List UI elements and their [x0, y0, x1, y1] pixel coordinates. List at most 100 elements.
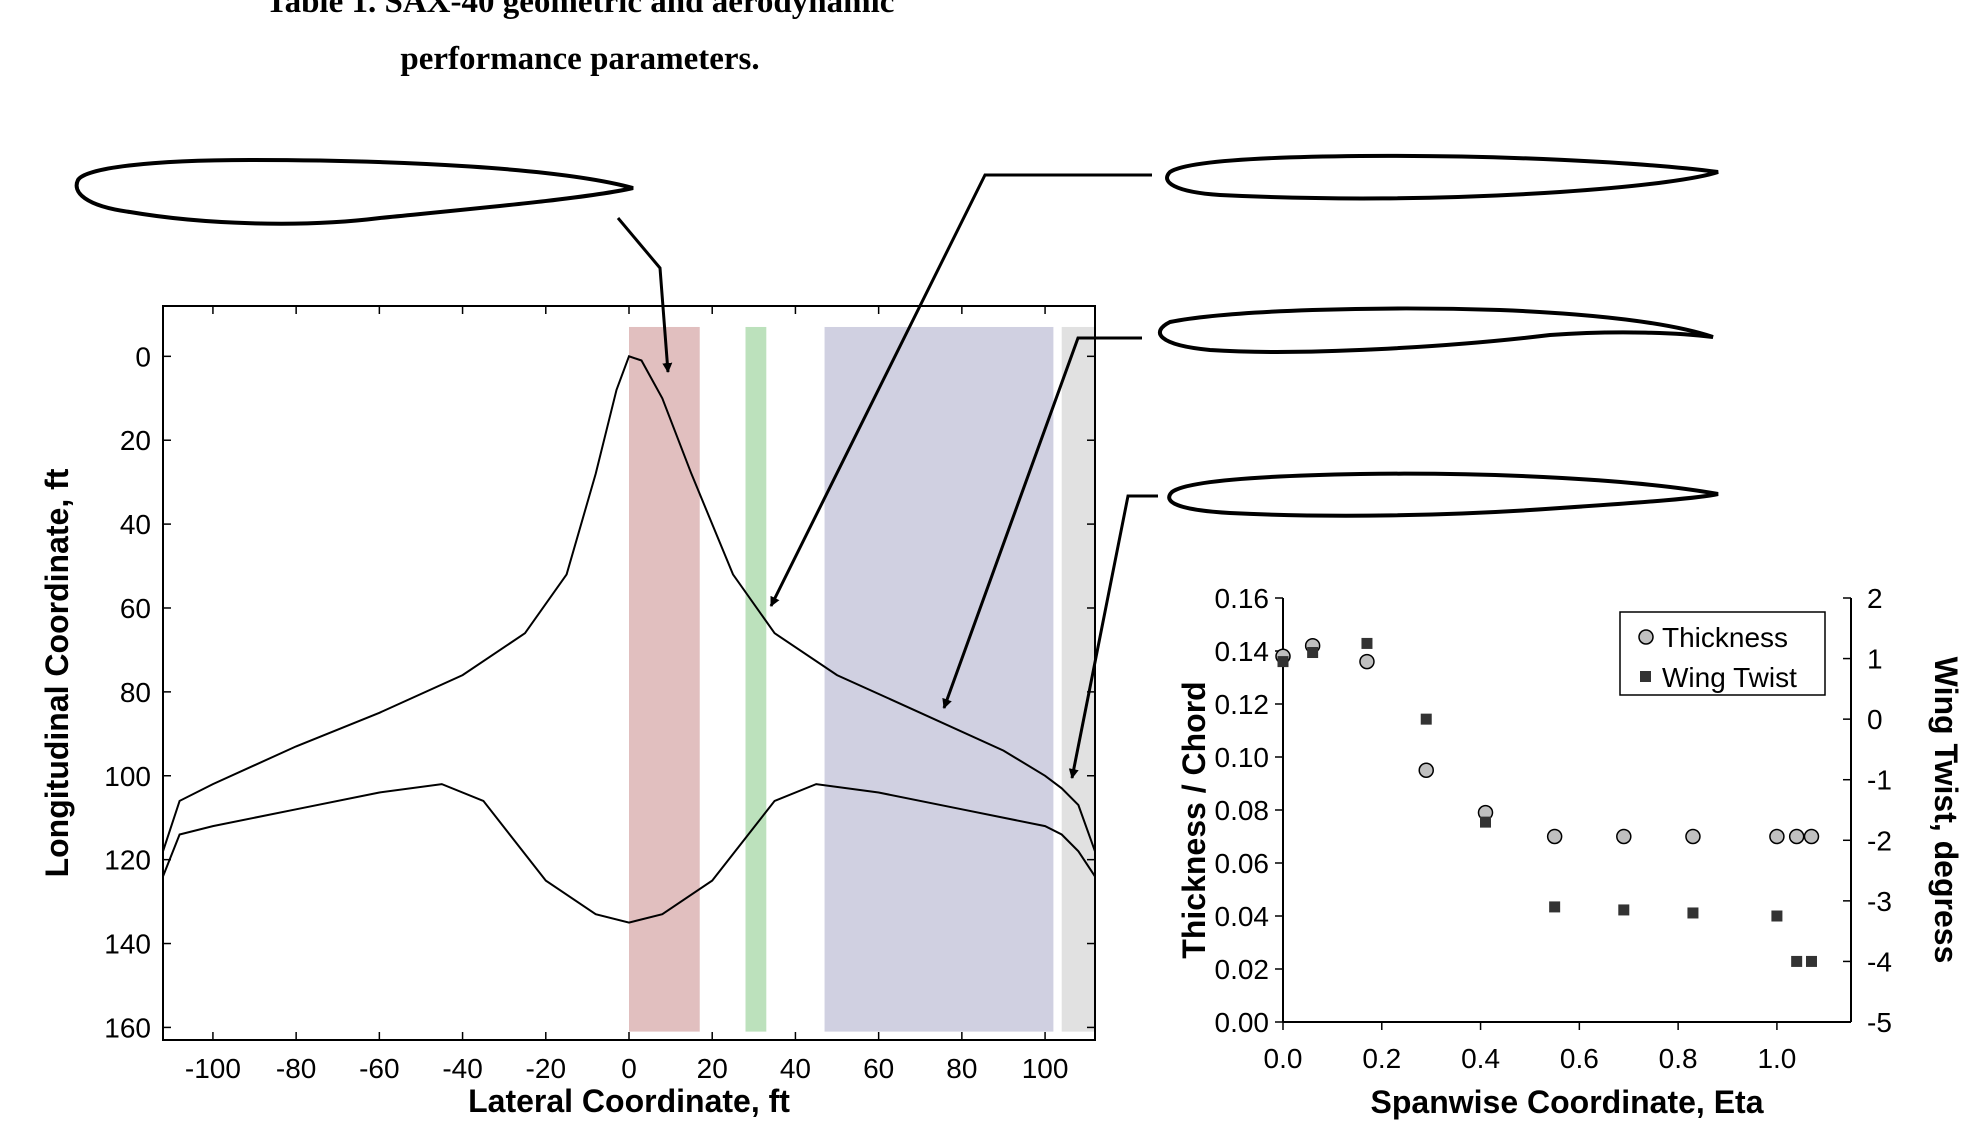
- scatter-y2-tick-label: 2: [1867, 583, 1883, 614]
- span-band-1: [629, 326, 700, 1032]
- y-tick-label: 60: [120, 593, 151, 624]
- scatter-y-tick-label: 0.08: [1215, 795, 1270, 826]
- scatter-y2-axis-title: Wing Twist, degress: [1928, 657, 1964, 964]
- scatter-x-tick-label: 0.8: [1659, 1043, 1698, 1074]
- legend-box: [1619, 611, 1826, 696]
- caption-line-1: Table 1. SAX-40 geometric and aerodynami…: [265, 0, 895, 20]
- scatter-y2-tick-label: -3: [1867, 886, 1892, 917]
- wing-twist-point: [1420, 713, 1432, 725]
- planform-y-axis-title: Longitudinal Coordinate, ft: [39, 468, 75, 877]
- scatter-x-axis-title: Spanwise Coordinate, Eta: [1371, 1084, 1764, 1120]
- x-tick-label: 80: [946, 1053, 977, 1084]
- caption-line-2: performance parameters.: [400, 41, 760, 77]
- x-tick-label: -100: [185, 1053, 241, 1084]
- y-tick-label: 80: [120, 677, 151, 708]
- scatter-x-tick-label: 1.0: [1757, 1043, 1796, 1074]
- scatter-y-tick-label: 0.14: [1215, 636, 1270, 667]
- airfoil-section-2: [1165, 153, 1719, 201]
- callout-arrow-section-3: [942, 336, 1142, 709]
- x-tick-label: -80: [276, 1053, 316, 1084]
- airfoil-root-section: [74, 157, 634, 226]
- x-tick-label: -20: [526, 1053, 566, 1084]
- y-tick-label: 140: [104, 929, 151, 960]
- scatter-y-tick-label: 0.10: [1215, 742, 1270, 773]
- planform-outline: [162, 355, 1096, 924]
- span-band-2: [745, 326, 767, 1032]
- wing-twist-point: [1277, 656, 1289, 668]
- wing-twist-point: [1549, 901, 1561, 913]
- wing-twist-point: [1480, 816, 1492, 828]
- thickness-point: [1418, 762, 1434, 778]
- scatter-x-tick-label: 0.6: [1560, 1043, 1599, 1074]
- legend-thickness-marker: [1638, 629, 1654, 645]
- wing-twist-point: [1307, 647, 1319, 659]
- callout-arrow-tip: [1068, 494, 1158, 779]
- wing-twist-point: [1805, 955, 1817, 967]
- scatter-y2-tick-label: -4: [1867, 946, 1892, 977]
- span-station-bands: [629, 326, 1095, 1032]
- thickness-point: [1803, 828, 1820, 845]
- planform-plot: -100 -80 -60 -40 -20 0 20 40 60 80 100 0 20 40 60 80 10…: [39, 305, 1096, 1119]
- airfoil-section-3: [1158, 306, 1714, 354]
- x-tick-label: -40: [442, 1053, 482, 1084]
- callout-arrow-section-2: [769, 173, 1152, 607]
- scatter-y2-tick-label: 0: [1867, 704, 1883, 735]
- thickness-point: [1546, 828, 1563, 845]
- y-tick-label: 40: [120, 509, 151, 540]
- span-band-4: [1061, 326, 1095, 1032]
- span-band-3: [824, 326, 1054, 1032]
- x-tick-label: 60: [863, 1053, 894, 1084]
- x-tick-label: 0: [621, 1053, 637, 1084]
- scatter-y2-tick-label: -5: [1867, 1007, 1892, 1038]
- y-tick-label: 100: [104, 761, 151, 792]
- wing-twist-point: [1791, 955, 1803, 967]
- scatter-y-axis-title: Thickness / Chord: [1176, 681, 1212, 958]
- scatter-legend: Thickness Wing Twist: [1619, 611, 1826, 696]
- scatter-x-tick-label: 0.4: [1461, 1043, 1500, 1074]
- x-tick-label: 100: [1022, 1053, 1069, 1084]
- scatter-y2-ticks: -5 -4 -3 -2 -1 0 1 2: [1843, 583, 1892, 1038]
- thickness-point: [1616, 828, 1632, 845]
- scatter-x-tick-label: 0.2: [1362, 1043, 1401, 1074]
- legend-twist-marker: [1640, 671, 1651, 682]
- wing-twist-point: [1687, 907, 1699, 919]
- trailing-edge-line: [162, 783, 1096, 924]
- airfoil-tip-section: [1167, 471, 1719, 518]
- scatter-y2-tick-label: -1: [1867, 765, 1892, 796]
- callout-arrow-root: [616, 217, 673, 373]
- x-tick-label: -60: [359, 1053, 399, 1084]
- y-tick-label: 20: [120, 425, 151, 456]
- scatter-y-tick-label: 0.12: [1215, 689, 1270, 720]
- scatter-y-ticks: 0.00 0.02 0.04 0.06 0.08 0.10 0.12 0.14 0.16: [1215, 583, 1283, 1038]
- scatter-y2-tick-label: -2: [1867, 825, 1892, 856]
- scatter-y-tick-label: 0.04: [1215, 901, 1270, 932]
- scatter-y-tick-label: 0.00: [1215, 1007, 1270, 1038]
- wing-twist-point: [1361, 637, 1373, 649]
- wing-twist-point: [1771, 910, 1783, 922]
- thickness-point: [1769, 828, 1785, 845]
- scatter-y-tick-label: 0.06: [1215, 848, 1270, 879]
- scatter-points: [1275, 637, 1820, 967]
- planform-x-ticks: -100 -80 -60 -40 -20 0 20 40 60 80 100: [185, 306, 1069, 1084]
- y-tick-label: 120: [104, 845, 151, 876]
- x-tick-label: 20: [697, 1053, 728, 1084]
- x-tick-label: 40: [780, 1053, 811, 1084]
- legend-thickness-label: Thickness: [1662, 622, 1788, 653]
- scatter-y-tick-label: 0.16: [1215, 583, 1270, 614]
- planform-y-ticks: 0 20 40 60 80 100 120 140 160: [104, 341, 1095, 1043]
- wing-twist-point: [1618, 904, 1630, 916]
- airfoil-callout-arrows: [616, 173, 1158, 779]
- scatter-y2-tick-label: 1: [1867, 644, 1883, 675]
- thickness-point: [1685, 828, 1701, 845]
- y-tick-label: 0: [135, 341, 151, 372]
- thickness-point: [1788, 828, 1805, 845]
- scatter-x-tick-label: 0.0: [1264, 1043, 1303, 1074]
- planform-x-axis-title: Lateral Coordinate, ft: [468, 1083, 790, 1119]
- leading-edge-line: [162, 355, 1096, 852]
- scatter-x-ticks: 0.0 0.2 0.4 0.6 0.8 1.0: [1264, 1022, 1796, 1074]
- thickness-twist-chart: 0.0 0.2 0.4 0.6 0.8 1.0 0.00 0.0 2 0.04 0.06 0.08 0…: [1176, 583, 1964, 1120]
- thickness-point: [1359, 653, 1375, 670]
- y-tick-label: 160: [104, 1012, 151, 1043]
- legend-twist-label: Wing Twist: [1662, 662, 1797, 693]
